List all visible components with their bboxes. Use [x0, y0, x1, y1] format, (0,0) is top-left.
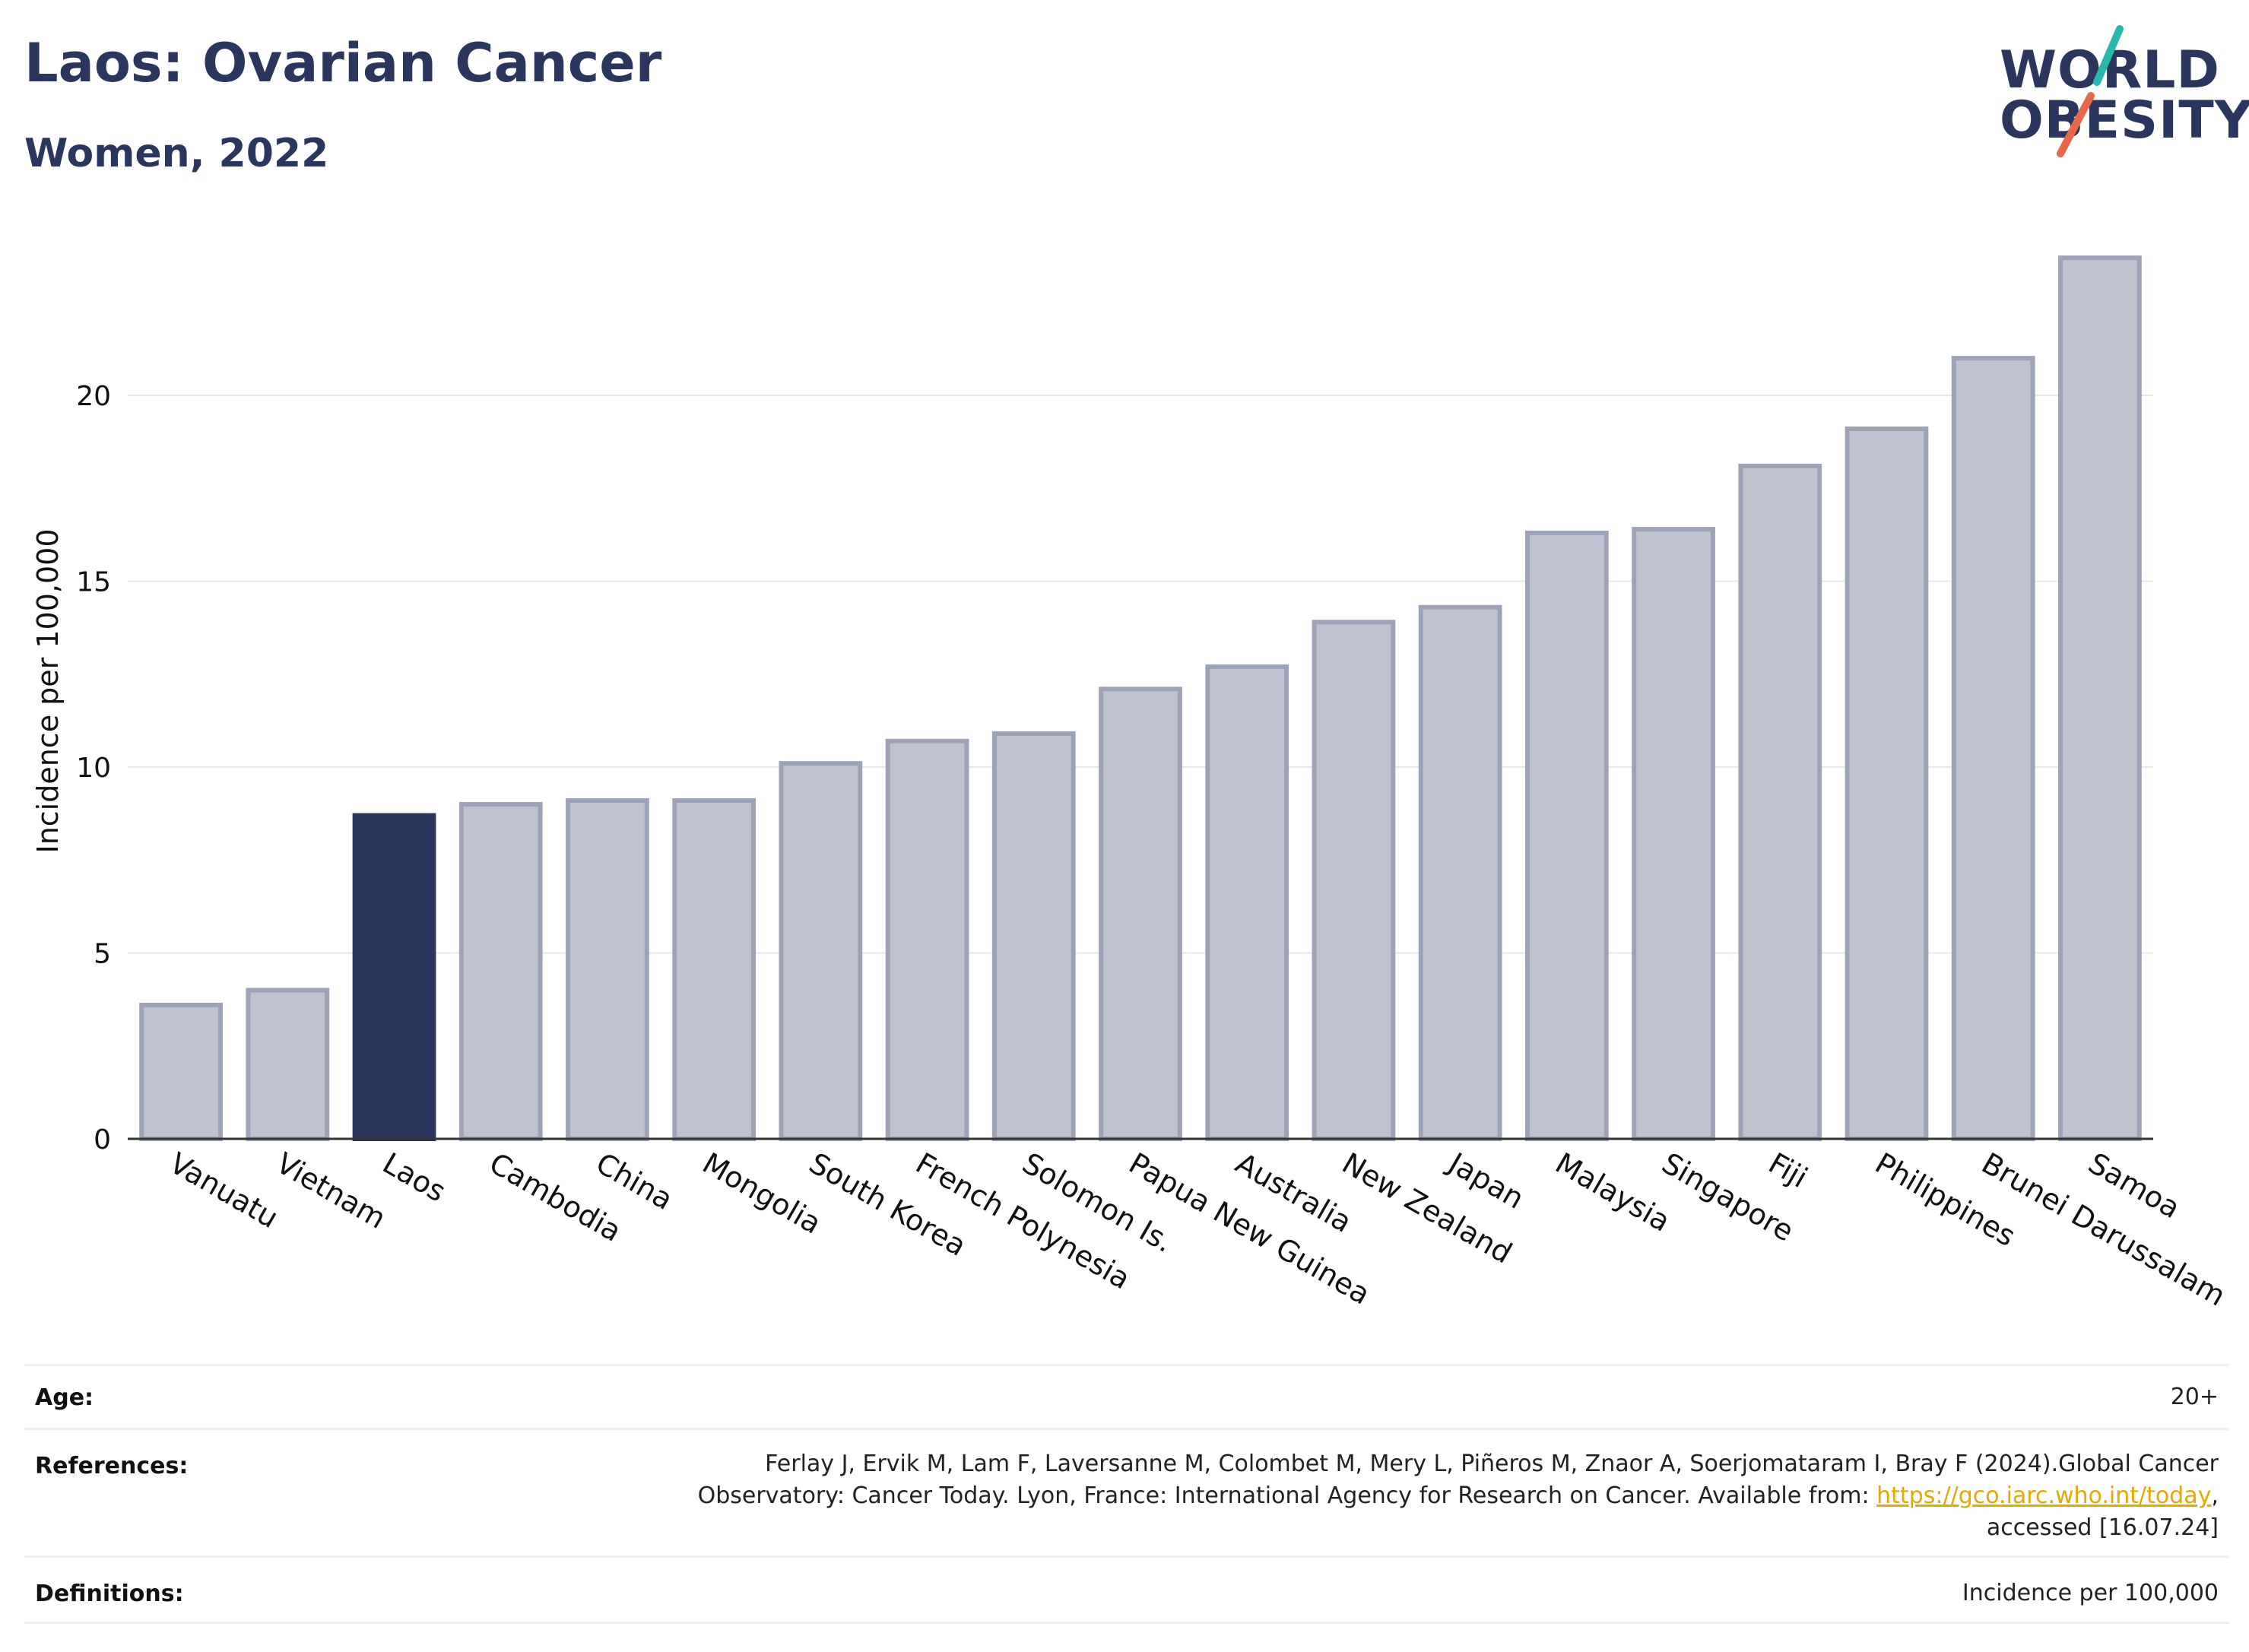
y-axis-label: Incidence per 100,000 — [31, 528, 65, 853]
definitions-value: Incidence per 100,000 — [1962, 1580, 2219, 1606]
footer-definitions-row: Definitions: Incidence per 100,000 — [24, 1555, 2229, 1624]
references-line-2-comma: , — [2211, 1482, 2219, 1509]
bar-papua-new-guinea — [1099, 686, 1182, 1141]
bar-new-zealand — [1312, 620, 1396, 1141]
footer-age-row: Age: 20+ — [24, 1364, 2229, 1430]
bar-china — [566, 798, 649, 1141]
logo-text: WORLD OBESITY — [2000, 45, 2249, 151]
bar-samoa — [2058, 255, 2142, 1141]
references-line-2: Observatory: Cancer Today. Lyon, France:… — [698, 1480, 2219, 1512]
logo-slash-icon — [2057, 25, 2124, 157]
references-label: References: — [35, 1453, 189, 1479]
bar-japan — [1418, 604, 1502, 1141]
y-tick-label: 5 — [94, 939, 111, 970]
bar-fiji — [1738, 463, 1822, 1141]
x-tick-label: Vanuatu — [164, 1146, 284, 1235]
chart-bars — [139, 255, 2142, 1142]
page-title: Laos: Ovarian Cancer — [24, 32, 662, 94]
bar-philippines — [1845, 426, 1929, 1141]
x-tick-label: Malaysia — [1550, 1146, 1676, 1238]
bar-australia — [1205, 664, 1289, 1141]
bar-solomon-is- — [991, 731, 1076, 1141]
bar-vanuatu — [139, 1002, 223, 1142]
bar-south-korea — [779, 761, 863, 1141]
bar-laos — [352, 813, 436, 1141]
y-tick-label: 15 — [76, 567, 111, 598]
bar-vietnam — [246, 988, 330, 1142]
references-line-1: Ferlay J, Ervik M, Lam F, Laversanne M, … — [765, 1451, 2219, 1477]
y-tick-label: 0 — [94, 1124, 111, 1156]
references-line-2-text: Observatory: Cancer Today. Lyon, France:… — [697, 1482, 1877, 1509]
age-label: Age: — [35, 1384, 94, 1411]
definitions-label: Definitions: — [35, 1581, 184, 1607]
bar-french-polynesia — [885, 738, 969, 1141]
bar-singapore — [1632, 527, 1715, 1141]
bar-cambodia — [458, 801, 543, 1141]
bar-malaysia — [1524, 530, 1609, 1141]
bar-mongolia — [672, 798, 757, 1141]
x-tick-label: Fiji — [1763, 1146, 1813, 1194]
x-tick-label: Vietnam — [271, 1146, 392, 1235]
references-value: Ferlay J, Ervik M, Lam F, Laversanne M, … — [698, 1448, 2219, 1544]
age-value: 20+ — [2170, 1384, 2219, 1410]
footer-references-row: References: Ferlay J, Ervik M, Lam F, La… — [24, 1428, 2229, 1558]
y-tick-label: 20 — [76, 381, 111, 412]
x-tick-label: Mongolia — [697, 1146, 827, 1241]
y-tick-label: 10 — [76, 753, 111, 784]
y-axis-ticks: 0 5 10 15 20 — [76, 381, 111, 1156]
references-link[interactable]: https://gco.iarc.who.int/today — [1876, 1482, 2212, 1509]
references-line-3: accessed [16.07.24] — [1986, 1514, 2219, 1541]
logo-line-2: OBESITY — [2000, 90, 2249, 151]
x-tick-label: Laos — [377, 1146, 452, 1209]
bar-brunei-darussalam — [1951, 356, 2035, 1142]
page-subtitle: Women, 2022 — [24, 131, 329, 176]
